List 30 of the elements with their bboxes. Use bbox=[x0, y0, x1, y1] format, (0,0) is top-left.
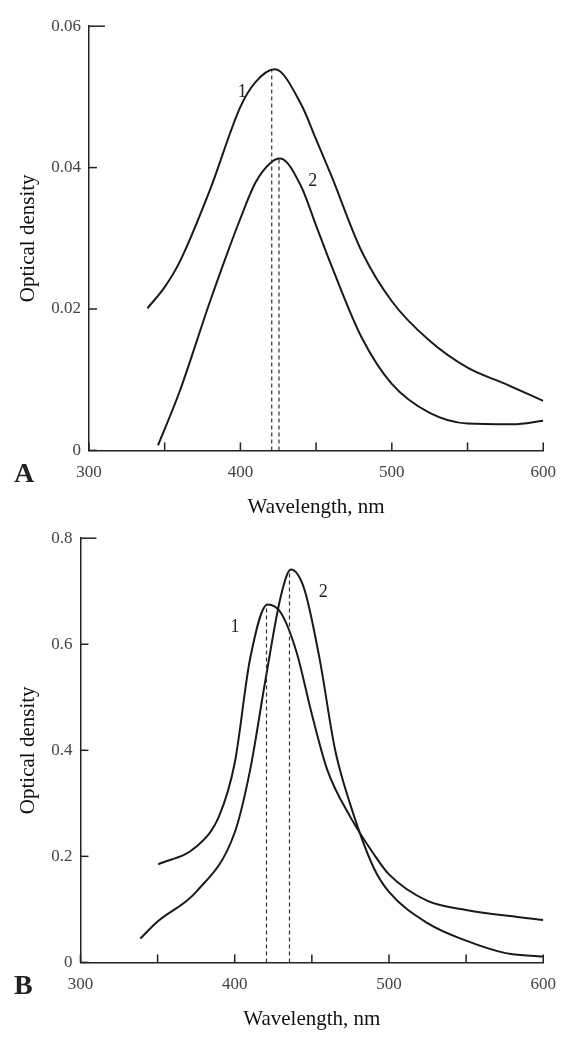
x-tick-label: 300 bbox=[67, 974, 94, 994]
line-series bbox=[157, 157, 544, 447]
text: A bbox=[14, 457, 35, 489]
x-tick-label: 600 bbox=[530, 462, 556, 482]
line-series bbox=[146, 68, 544, 402]
x-tick-label: 400 bbox=[221, 974, 248, 994]
y-tick-label: 0.8 bbox=[51, 527, 73, 547]
y-tick-label: 0.06 bbox=[51, 15, 81, 35]
x-tick-label: 400 bbox=[227, 462, 254, 482]
y-axis-title: Optical density bbox=[15, 685, 40, 815]
x-tick-label: 500 bbox=[379, 462, 405, 482]
series-label: 2 bbox=[308, 170, 318, 191]
series-label: 1 bbox=[237, 81, 247, 102]
x-axis-title: Wavelength, nm bbox=[243, 1005, 381, 1030]
y-tick-label: 0.6 bbox=[51, 633, 73, 653]
x-tick-label: 600 bbox=[530, 974, 556, 994]
x-tick-label: 300 bbox=[76, 462, 102, 482]
y-tick-label: 0.02 bbox=[51, 298, 81, 318]
series-label: 1 bbox=[230, 616, 240, 637]
text: B bbox=[14, 969, 33, 1001]
y-tick-label: 0.4 bbox=[51, 739, 73, 759]
y-tick-label: 0 bbox=[63, 951, 73, 971]
series-label: 2 bbox=[318, 581, 328, 602]
y-tick-label: 0.2 bbox=[51, 845, 73, 865]
y-tick-label: 0 bbox=[72, 439, 81, 459]
x-axis-title: Wavelength, nm bbox=[247, 493, 385, 518]
line-series bbox=[139, 568, 544, 958]
x-tick-label: 500 bbox=[376, 974, 402, 994]
y-axis-title: Optical density bbox=[15, 173, 40, 303]
y-tick-label: 0.04 bbox=[51, 157, 82, 177]
